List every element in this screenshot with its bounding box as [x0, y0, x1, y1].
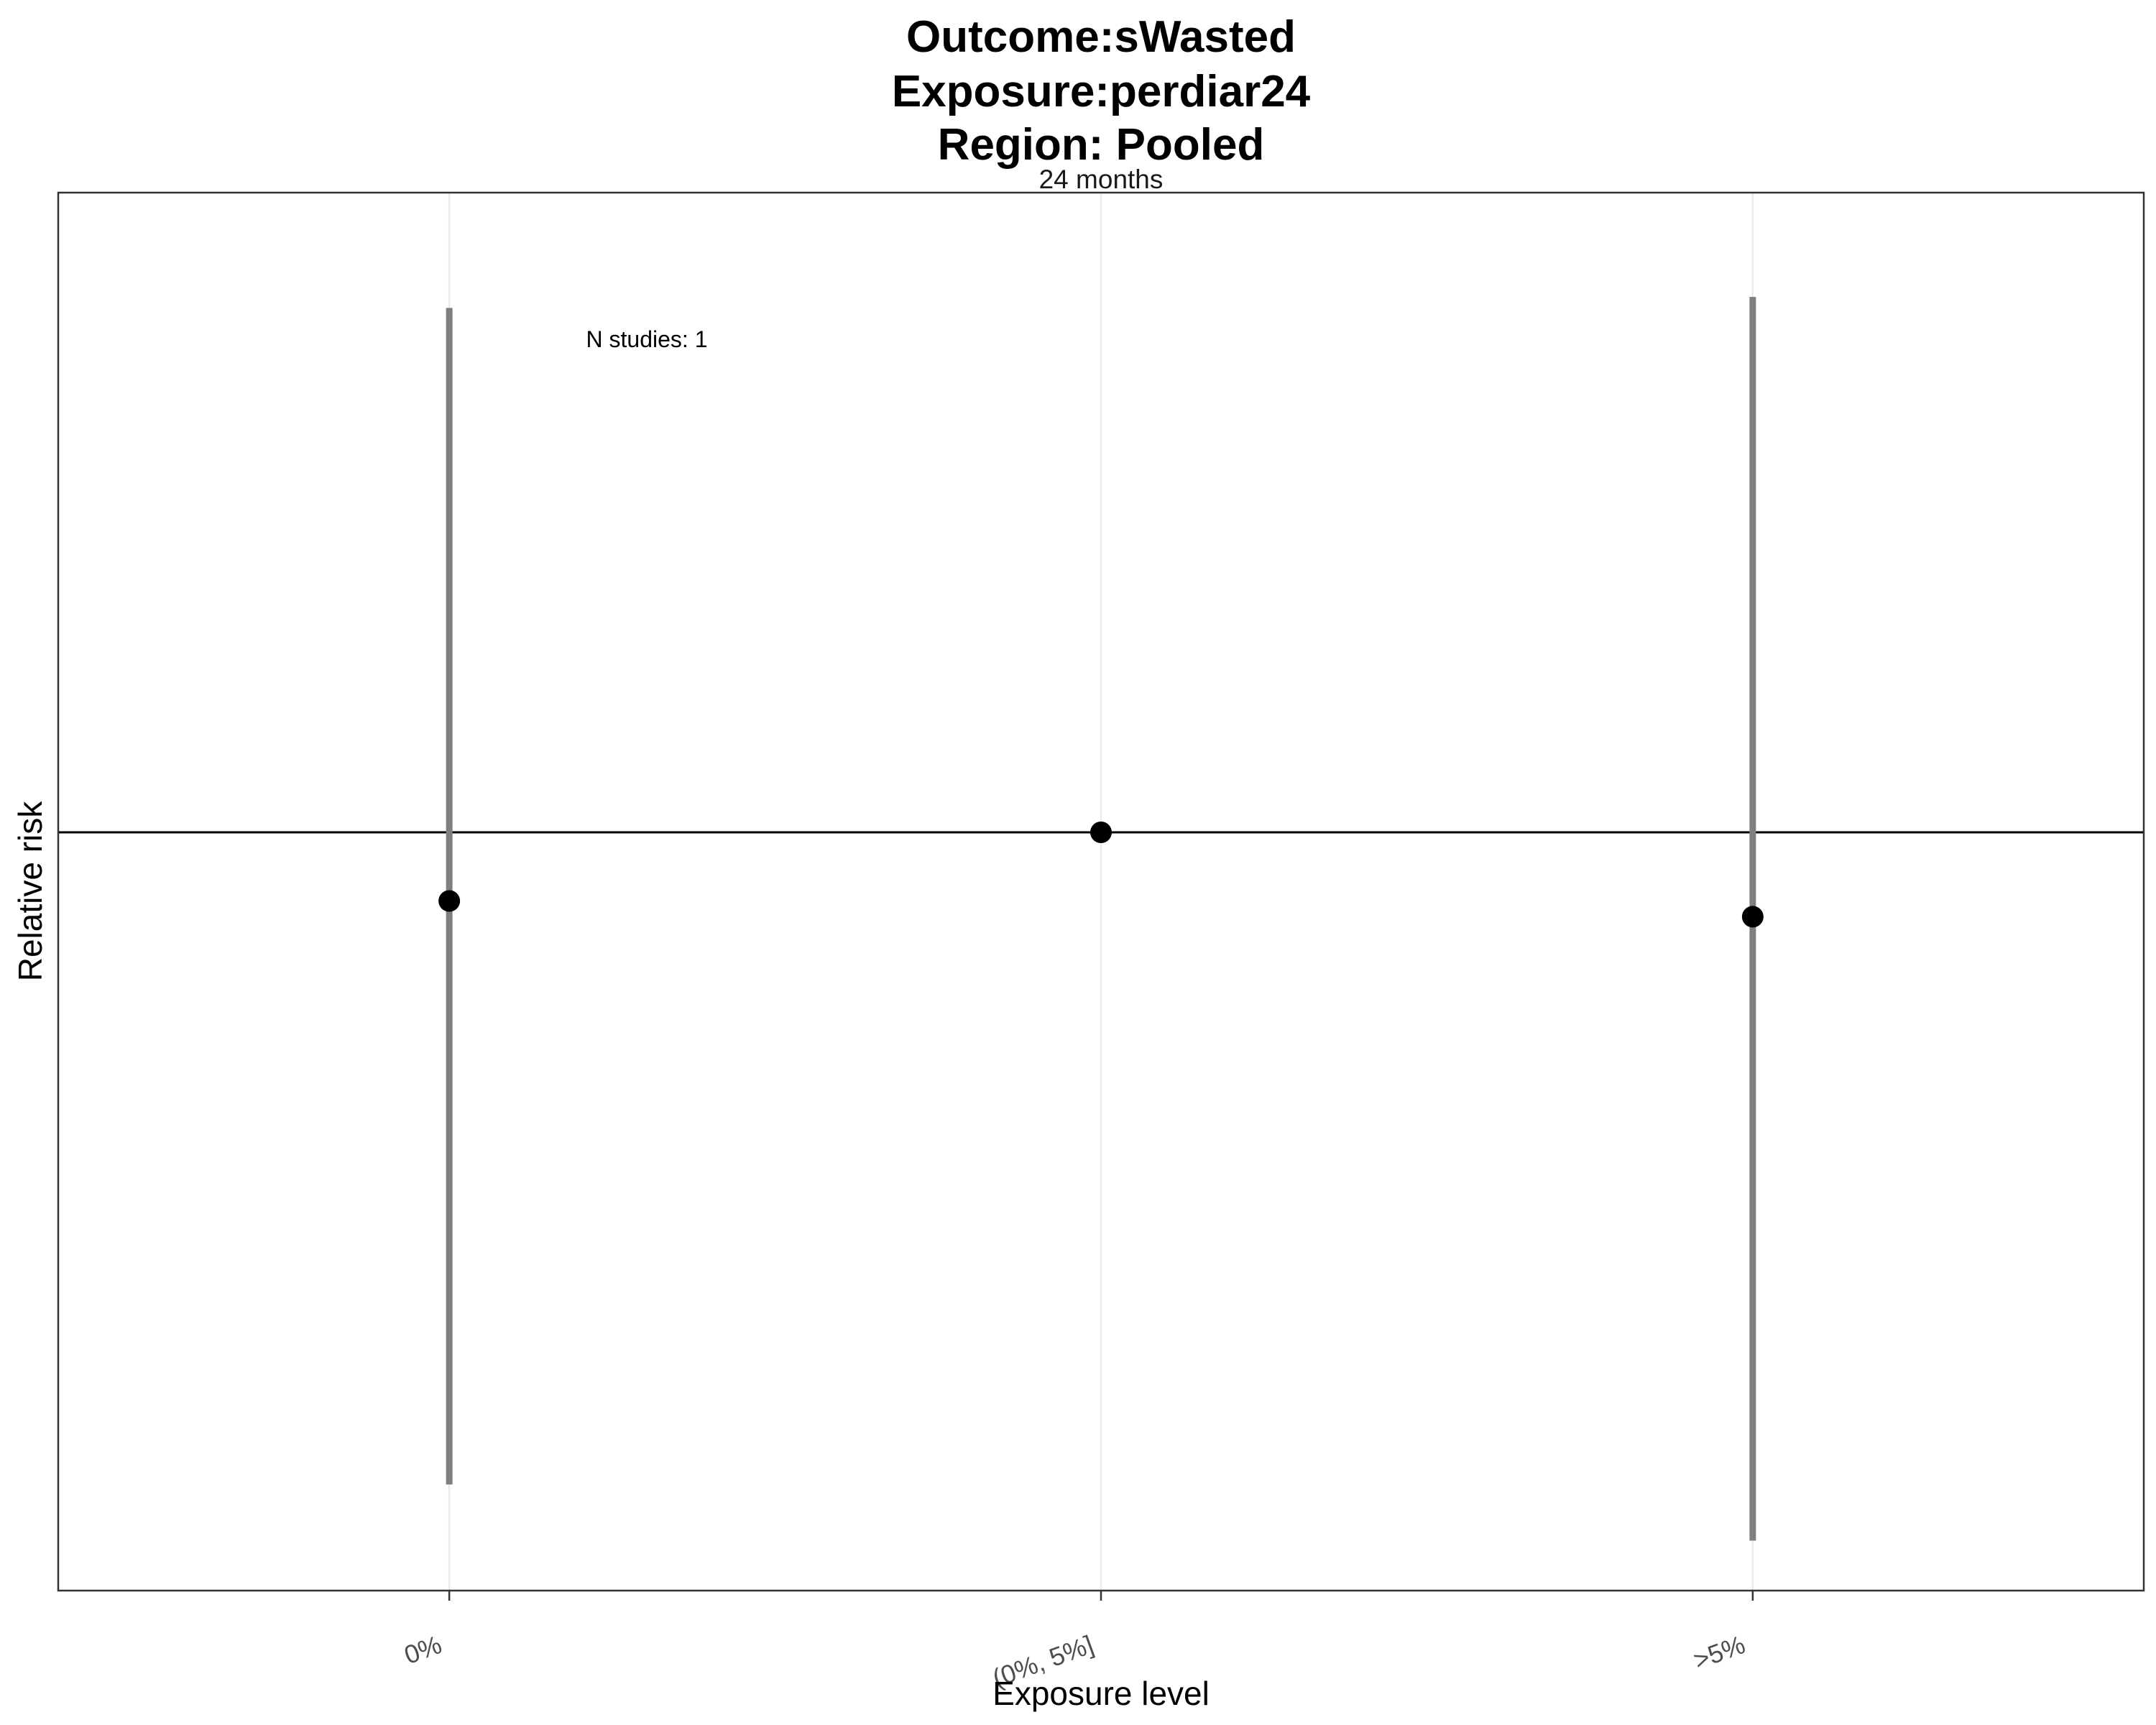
x-tick-label-2: >5%	[1690, 1629, 1749, 1675]
n-studies-annotation: N studies: 1	[586, 326, 708, 352]
x-axis-title: Exposure level	[992, 1675, 1210, 1712]
x-tick-label-0: 0%	[400, 1629, 446, 1670]
y-axis-title: Relative risk	[11, 801, 49, 982]
point-0	[438, 890, 461, 912]
chart-title-line-2: Exposure:perdiar24	[892, 67, 1311, 116]
chart-title-line-3: Region: Pooled	[938, 120, 1265, 170]
point-layer	[438, 821, 1764, 928]
point-1	[1090, 821, 1112, 843]
point-2	[1741, 906, 1764, 928]
facet-strip-label: 24 months	[1039, 165, 1164, 194]
chart-title-line-1: Outcome:sWasted	[906, 12, 1296, 62]
